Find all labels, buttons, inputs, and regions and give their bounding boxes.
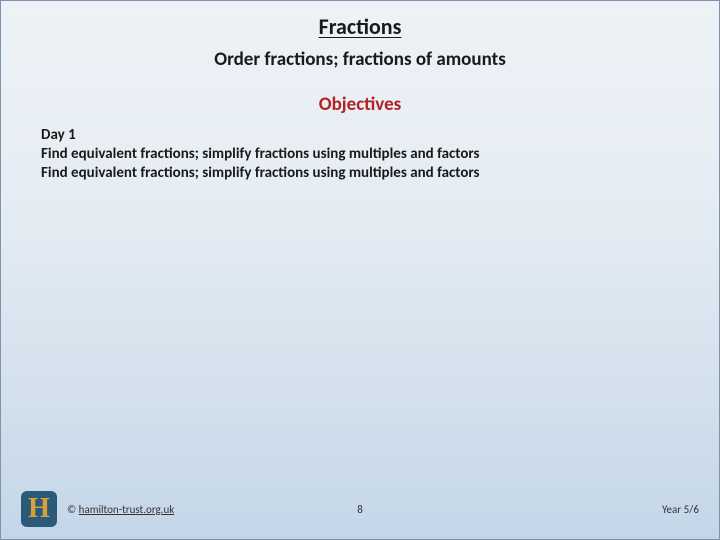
copyright-text: © hamilton-trust.org.uk: [67, 503, 174, 516]
page-subtitle: Order fractions; fractions of amounts: [1, 48, 719, 71]
objective-line: Find equivalent fractions; simplify frac…: [41, 164, 679, 182]
logo-badge: H: [21, 491, 57, 527]
copyright-prefix: ©: [67, 503, 79, 516]
day-label: Day 1: [41, 126, 679, 144]
page-title: Fractions: [1, 1, 719, 40]
year-label: Year 5/6: [662, 503, 699, 516]
copyright-link[interactable]: hamilton-trust.org.uk: [79, 503, 175, 516]
page-number: 8: [357, 503, 363, 516]
content-block: Day 1 Find equivalent fractions; simplif…: [1, 116, 719, 182]
objective-line: Find equivalent fractions; simplify frac…: [41, 145, 679, 163]
objectives-heading: Objectives: [1, 93, 719, 116]
footer: H © hamilton-trust.org.uk 8 Year 5/6: [1, 491, 719, 527]
logo-letter: H: [28, 495, 50, 523]
